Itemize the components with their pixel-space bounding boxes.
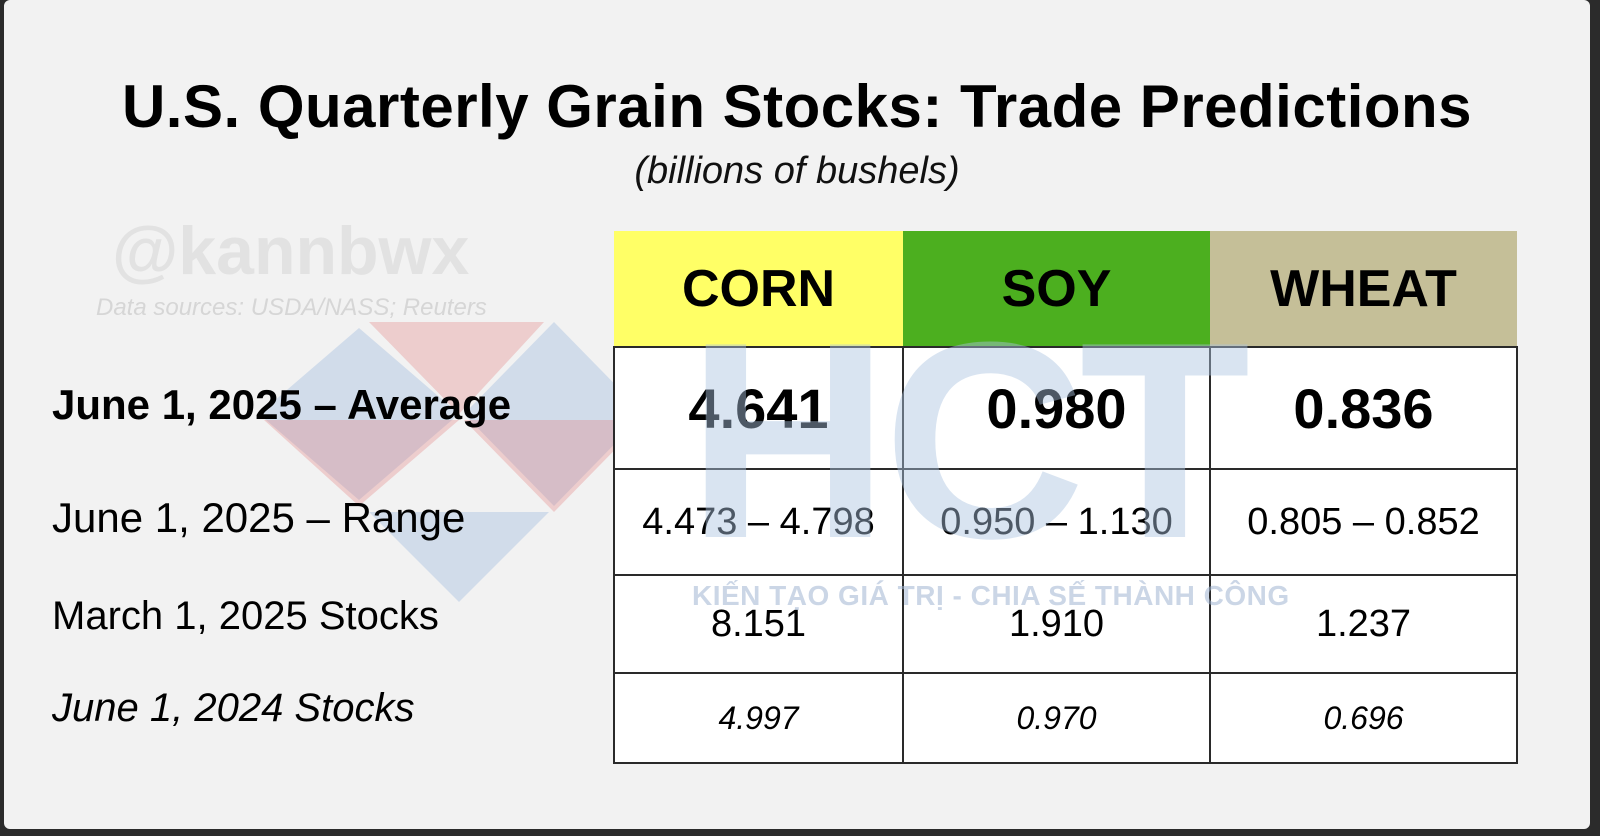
row-label-average: June 1, 2025 – Average: [52, 381, 512, 428]
table-row: 8.151 1.910 1.237: [613, 574, 1518, 674]
column-header-soy: SOY: [903, 231, 1210, 348]
cell-soy-prior-year: 0.970: [902, 672, 1211, 764]
cell-corn-march: 8.151: [613, 574, 904, 674]
row-label-range: June 1, 2025 – Range: [52, 494, 466, 541]
handle-watermark: @kannbwx: [112, 213, 470, 289]
header-row: CORN SOY WHEAT: [614, 231, 1517, 348]
row-label-prior-year-stocks: June 1, 2024 Stocks: [52, 686, 415, 730]
table-row: 4.641 0.980 0.836: [613, 346, 1518, 470]
chart-frame: U.S. Quarterly Grain Stocks: Trade Predi…: [4, 0, 1590, 829]
chart-title: U.S. Quarterly Grain Stocks: Trade Predi…: [121, 73, 1473, 140]
cell-corn-prior-year: 4.997: [613, 672, 904, 764]
cell-wheat-average: 0.836: [1209, 346, 1518, 470]
cell-wheat-range: 0.805 – 0.852: [1209, 468, 1518, 576]
chart-subtitle: (billions of bushels): [634, 150, 960, 192]
cell-soy-range: 0.950 – 1.130: [902, 468, 1211, 576]
table-row: 4.473 – 4.798 0.950 – 1.130 0.805 – 0.85…: [613, 468, 1518, 576]
cell-corn-range: 4.473 – 4.798: [613, 468, 904, 576]
row-label-march-stocks: March 1, 2025 Stocks: [52, 594, 439, 638]
cell-wheat-march: 1.237: [1209, 574, 1518, 674]
cell-soy-march: 1.910: [902, 574, 1211, 674]
data-sources-note: Data sources: USDA/NASS; Reuters: [96, 294, 487, 321]
grain-stocks-table: CORN SOY WHEAT 4.641 0.980 0.836 4.473 –…: [613, 231, 1518, 764]
cell-soy-average: 0.980: [902, 346, 1211, 470]
column-header-corn: CORN: [614, 231, 903, 348]
table-row: 4.997 0.970 0.696: [613, 672, 1518, 764]
column-header-wheat: WHEAT: [1210, 231, 1517, 348]
cell-wheat-prior-year: 0.696: [1209, 672, 1518, 764]
hct-slogan: KIẾN TẠO GIÁ TRỊ - CHIA SẾ THÀNH CÔNG: [692, 580, 1290, 611]
cell-corn-average: 4.641: [613, 346, 904, 470]
